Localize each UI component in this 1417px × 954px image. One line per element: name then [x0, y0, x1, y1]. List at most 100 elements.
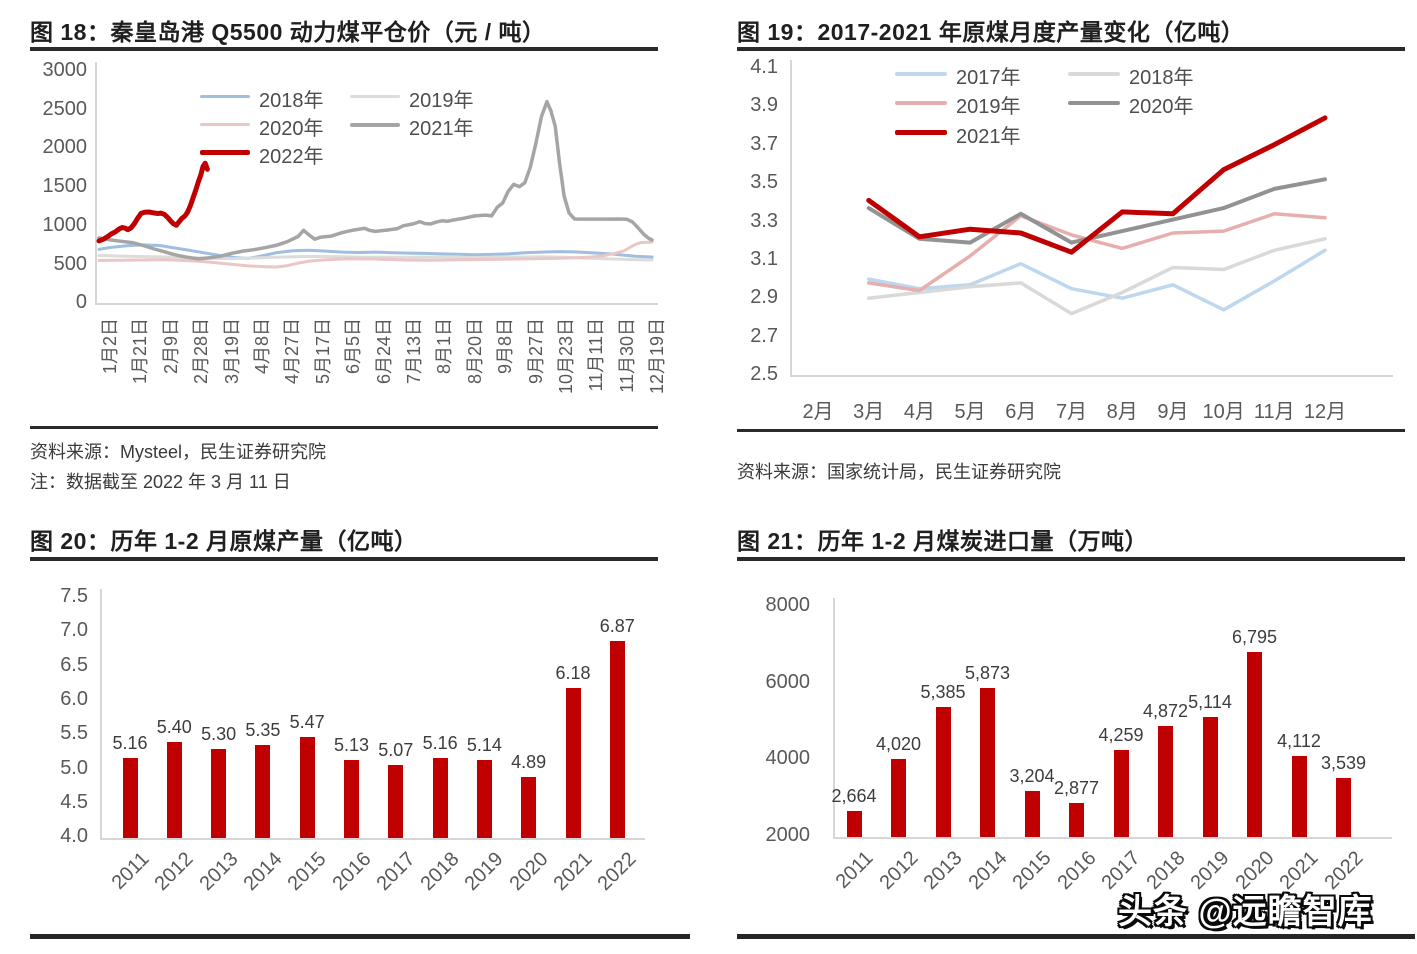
- fig21-bar-2021: [1291, 756, 1307, 837]
- fig18-x-tick-label: 6月24日: [373, 318, 394, 385]
- fig20-bar-value-label: 5.07: [378, 740, 414, 760]
- fig21-bar-2012: [891, 759, 906, 837]
- fig21-bar-2014: [980, 688, 995, 837]
- fig18-legend-swatch-2021年: [350, 123, 400, 127]
- fig18-x-tick-label: 11月11日: [586, 318, 607, 392]
- fig20-bar-value-label: 4.89: [511, 752, 547, 772]
- fig19-legend-swatch-2017年: [895, 72, 947, 76]
- fig20-bar-value-label: 5.40: [156, 717, 192, 737]
- fig21-bar-value-label: 2,664: [831, 786, 877, 806]
- fig18-title-rule: [30, 47, 658, 51]
- fig18-y-tick-label: 500: [53, 252, 87, 275]
- fig19-legend-label-2020年: 2020年: [1129, 96, 1194, 118]
- fig19-source: 资料来源：国家统计局，民生证券研究院: [737, 462, 1061, 482]
- fig19-y-tick-label: 3.5: [750, 171, 778, 194]
- fig18-source: 资料来源：Mysteel，民生证券研究院: [30, 442, 327, 462]
- fig18-x-tick-label: 12月19日: [647, 318, 668, 395]
- fig21-title: 图 21：历年 1-2 月煤炭进口量（万吨）: [737, 528, 1148, 554]
- fig21-bar-value-label: 5,114: [1188, 692, 1232, 712]
- fig21-y-tick-label: 4000: [765, 747, 811, 770]
- fig19-footer-rule: [737, 429, 1405, 432]
- fig18-y-tick-label: 1000: [42, 213, 88, 236]
- fig21-bar-2020: [1247, 652, 1262, 837]
- fig20-y-tick-label: 5.0: [60, 756, 88, 779]
- fig18-x-tick-label: 2月9日: [160, 318, 181, 375]
- fig19-x-tick-label: 4月: [903, 401, 935, 423]
- fig20-bar-2016: [344, 760, 359, 838]
- fig20-bar-value-label: 5.30: [201, 724, 237, 744]
- fig21-y-tick-label: 6000: [765, 670, 811, 693]
- fig20-bar-value-label: 5.16: [422, 733, 458, 753]
- fig21-bar-2013: [935, 707, 951, 837]
- fig18-legend-label-2022年: 2022年: [259, 146, 324, 168]
- fig18-x-tick-label: 10月23日: [556, 318, 576, 395]
- fig20-y-tick-label: 7.0: [60, 619, 88, 642]
- fig18-x-tick-label: 1月2日: [100, 318, 120, 375]
- fig20-bar-2020: [521, 777, 537, 838]
- fig20-bar-2017: [388, 765, 404, 838]
- fig18-series-line-2021年: [97, 99, 654, 261]
- fig18-x-tick-label: 11月30日: [616, 318, 637, 393]
- fig21-bar-value-label: 2,877: [1053, 778, 1100, 798]
- fig21-bar-2019: [1202, 717, 1218, 837]
- fig20-bar-2015: [299, 737, 315, 838]
- fig21-bar-2018: [1158, 726, 1173, 837]
- fig18-x-tick-label: 4月27日: [282, 318, 303, 385]
- fig20-bar-2011: [122, 758, 138, 838]
- fig21-bar-value-label: 4,112: [1277, 731, 1321, 751]
- fig18-x-tick-label: 9月8日: [495, 318, 516, 375]
- fig20-bar-2018: [432, 758, 448, 838]
- fig18-series-line-2018年: [97, 243, 654, 260]
- fig20-y-tick-label: 4.0: [60, 825, 88, 848]
- fig21-bar-value-label: 3,539: [1320, 753, 1367, 773]
- fig19-y-tick-label: 3.7: [750, 132, 778, 155]
- fig19-y-tick-label: 4.1: [750, 56, 778, 78]
- fig18-x-tick-label: 8月1日: [434, 318, 455, 375]
- fig20-y-tick-label: 5.5: [60, 722, 88, 745]
- fig19-x-tick-label: 9月: [1157, 401, 1189, 423]
- fig21-bar-value-label: 4,259: [1098, 725, 1144, 745]
- fig18-legend-swatch-2020年: [200, 123, 250, 126]
- fig21-y-tick-label: 2000: [765, 824, 811, 847]
- fig18-x-tick-label: 8月20日: [464, 318, 485, 385]
- fig18-legend-label-2018年: 2018年: [259, 90, 324, 112]
- fig20-bar-value-label: 5.35: [245, 720, 281, 740]
- fig21-bar-value-label: 6,795: [1231, 627, 1278, 647]
- fig19-legend-swatch-2018年: [1068, 72, 1120, 76]
- fig20-bar-2019: [476, 760, 492, 838]
- fig19-series-line-2021年: [866, 115, 1328, 255]
- fig21-y-tick-label: 8000: [765, 594, 811, 616]
- fig18-x-tick-label: 1月21日: [130, 318, 151, 385]
- fig18-y-tick-label: 3000: [42, 59, 88, 81]
- fig19-y-tick-label: 2.5: [750, 363, 778, 386]
- fig18-legend-label-2020年: 2020年: [259, 118, 324, 140]
- fig19-y-tick-label: 2.9: [750, 286, 778, 309]
- fig21-title-rule: [737, 557, 1405, 561]
- fig19-y-tick-label: 3.9: [750, 94, 778, 117]
- fig18-legend-label-2021年: 2021年: [409, 118, 474, 140]
- fig18-x-tick-label: 3月19日: [221, 318, 242, 385]
- fig18-series-line-2022年: [96, 160, 210, 244]
- fig21-bar-2017: [1113, 750, 1129, 837]
- fig19-y-axis-line: [790, 60, 792, 375]
- fig21-bar-value-label: 5,873: [964, 663, 1011, 683]
- fig21-x-axis-line: [833, 837, 1392, 839]
- fig20-y-tick-label: 7.5: [60, 585, 88, 607]
- fig21-bar-2015: [1024, 791, 1040, 837]
- fig19-legend-swatch-2020年: [1068, 101, 1120, 105]
- fig18-x-tick-label: 2月28日: [191, 318, 212, 385]
- fig19-x-tick-label: 7月: [1055, 401, 1088, 423]
- fig20-y-tick-label: 6.5: [60, 653, 88, 676]
- fig20-bar-value-label: 5.14: [466, 735, 502, 755]
- fig19-x-tick-label: 8月: [1106, 401, 1138, 423]
- fig18-y-tick-label: 2000: [42, 136, 88, 159]
- fig18-x-tick-label: 6月5日: [343, 318, 364, 375]
- fig19-legend-label-2018年: 2018年: [1129, 67, 1194, 89]
- fig19-x-tick-label: 10月: [1202, 401, 1245, 423]
- fig19-x-tick-label: 2月: [802, 401, 834, 423]
- fig19-legend-label-2017年: 2017年: [956, 67, 1021, 89]
- fig19-legend-swatch-2021年: [895, 130, 947, 135]
- fig20-bottom-rule: [30, 934, 690, 939]
- fig18-legend-label-2019年: 2019年: [409, 90, 474, 112]
